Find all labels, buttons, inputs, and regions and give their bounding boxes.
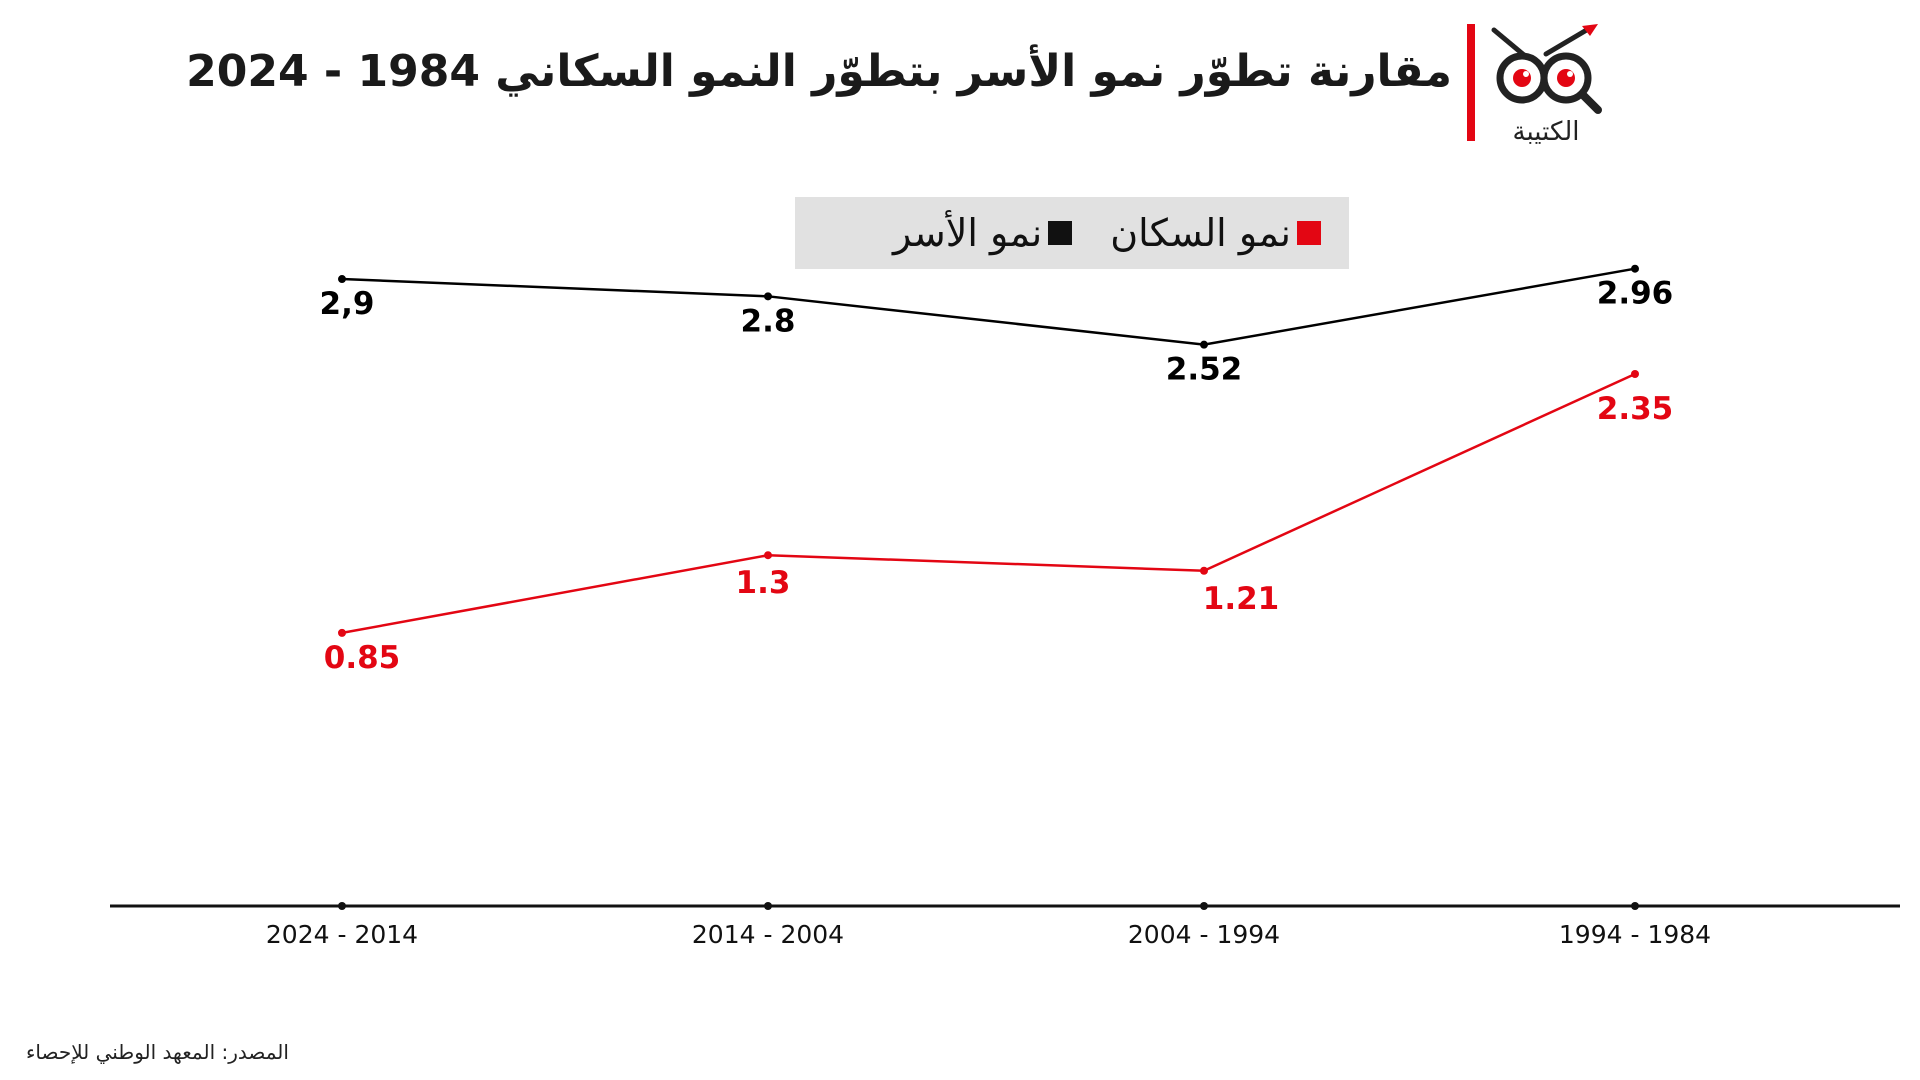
legend-item-households: نمو الأسر <box>892 211 1073 255</box>
data-point <box>338 628 346 637</box>
x-axis-tick <box>1200 902 1208 910</box>
data-point <box>1200 340 1208 349</box>
x-tick-label: 2024 - 2014 <box>266 920 418 949</box>
data-label: 0.85 <box>324 640 401 676</box>
legend-swatch-population <box>1297 221 1321 245</box>
data-label: 1.3 <box>736 565 791 601</box>
legend: نمو السكان نمو الأسر <box>795 197 1349 269</box>
x-tick-label: 2014 - 2004 <box>692 920 844 949</box>
data-point <box>764 292 772 301</box>
x-axis-tick <box>1631 902 1639 910</box>
x-tick-label: 1994 - 1984 <box>1559 920 1711 949</box>
logo-text: الكتيبة <box>1513 117 1580 146</box>
data-label: 2.96 <box>1597 276 1674 312</box>
data-label: 2,9 <box>320 286 375 322</box>
data-label: 2.52 <box>1166 352 1243 388</box>
title-divider <box>1467 24 1475 141</box>
source-note: المصدر: المعهد الوطني للإحصاء <box>26 1040 289 1064</box>
legend-label-households: نمو الأسر <box>892 211 1043 255</box>
chart-title: مقارنة تطوّر نمو الأسر بتطوّر النمو السك… <box>186 46 1452 97</box>
legend-label-population: نمو السكان <box>1110 211 1291 255</box>
data-point <box>764 551 772 560</box>
legend-swatch-households <box>1048 221 1073 245</box>
legend-item-population: نمو السكان <box>1110 211 1321 255</box>
x-axis-tick <box>764 902 772 910</box>
data-point <box>1631 264 1639 273</box>
data-label: 2.8 <box>741 303 796 339</box>
data-label: 2.35 <box>1597 391 1674 427</box>
logo-icon: الكتيبة <box>1491 24 1602 146</box>
data-label: 1.21 <box>1203 581 1280 617</box>
x-tick-label: 2004 - 1994 <box>1128 920 1280 949</box>
data-point <box>1200 566 1208 575</box>
series-line-households <box>341 267 1636 346</box>
data-point <box>1631 369 1639 378</box>
series-line-population <box>341 372 1636 635</box>
x-axis-tick <box>338 902 346 910</box>
data-point <box>338 275 346 284</box>
